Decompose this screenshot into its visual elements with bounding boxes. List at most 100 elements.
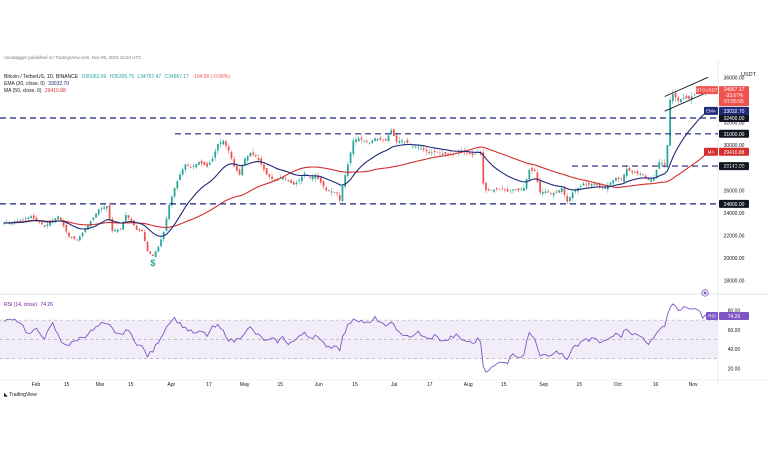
candle-body (569, 197, 571, 202)
candle (593, 182, 596, 187)
candle-body (41, 222, 43, 225)
candle-body (365, 140, 368, 142)
candle (328, 189, 330, 192)
candle-body (544, 191, 547, 194)
candle-body (171, 196, 173, 206)
candle (165, 216, 168, 232)
candle (141, 228, 143, 233)
candle-body (160, 239, 162, 247)
candle-body (690, 96, 693, 100)
candle-body (241, 166, 244, 176)
candle (124, 212, 127, 223)
level-badge: 28143.00 (719, 162, 749, 171)
alert-icon-dot (703, 291, 707, 295)
candle-body (417, 147, 420, 148)
candle (149, 251, 152, 254)
ma-badge-text: 29410.88 (724, 150, 745, 156)
candle (249, 152, 252, 157)
candle (227, 143, 230, 155)
candle (390, 127, 393, 136)
level-badge: 24800.00 (719, 199, 749, 208)
candle-body (336, 192, 338, 194)
candle-body (590, 184, 593, 186)
candle-body (252, 152, 254, 155)
candle-body (582, 183, 585, 186)
candle (103, 204, 106, 210)
tradingview-logo[interactable]: ◣ TradingView (4, 392, 37, 398)
candle-body (73, 236, 76, 239)
candle (252, 148, 254, 158)
candle (295, 180, 298, 187)
candle (114, 227, 116, 232)
candle-body (176, 181, 179, 189)
candle-body (284, 178, 287, 180)
candle-body (130, 218, 133, 221)
candle-body (173, 188, 176, 197)
candle-body (680, 99, 682, 103)
candle (238, 167, 241, 176)
currency-label[interactable]: USDT (741, 72, 756, 78)
candle (525, 178, 528, 191)
candle (558, 189, 560, 194)
candle (509, 189, 512, 194)
candle-body (593, 183, 596, 185)
rsi-legend[interactable]: RSI (14, close) 74.26 (4, 302, 55, 308)
candle-body (84, 229, 87, 233)
candle (531, 165, 533, 174)
level-badge-label: 31000.00 (724, 132, 745, 138)
candle-body (512, 189, 514, 191)
candle-body (106, 206, 108, 209)
candle (636, 169, 639, 176)
candle (639, 171, 642, 176)
candle (393, 127, 395, 137)
candle-body (295, 182, 298, 185)
candle (693, 94, 696, 97)
candle-body (506, 189, 509, 192)
ma-legend[interactable]: MA (50, close, 0) 29410.88 (4, 88, 68, 94)
candle-body (57, 216, 60, 220)
candle (444, 151, 447, 158)
candle-body (384, 139, 387, 141)
candle (157, 245, 160, 253)
candle-body (395, 135, 398, 142)
candle-body (647, 177, 650, 181)
candle (677, 96, 680, 104)
symbol-name[interactable]: Bitcoin / TetherUS, 1D, BINANCE (4, 74, 79, 80)
candle-body (525, 179, 528, 189)
candle (631, 170, 634, 176)
candle-body (322, 181, 325, 187)
ma-badge-tag (704, 147, 718, 156)
candle-body (682, 97, 685, 99)
candle-body (650, 179, 653, 182)
candle-body (217, 143, 219, 151)
candle (184, 163, 187, 173)
candle-body (398, 141, 401, 143)
candle (685, 94, 688, 100)
rsi-badge-bg (719, 312, 749, 321)
price-badge-text: 34867.17 (724, 87, 745, 93)
candle (395, 133, 398, 146)
candle-body (620, 179, 623, 181)
price-badge-text: -33.67% (725, 93, 744, 99)
candle (552, 191, 555, 199)
ema-legend[interactable]: EMA (20, close, 0) 33032.70 (4, 81, 71, 87)
candle (690, 92, 693, 104)
candle (95, 213, 97, 218)
candle (336, 191, 338, 197)
candle (173, 187, 176, 199)
time-tick-label: Sep (539, 382, 548, 388)
candle-body (257, 157, 260, 161)
candle-body (555, 191, 558, 193)
candle-body (414, 146, 417, 148)
candle-body (298, 180, 301, 182)
candle-body (671, 94, 674, 102)
candle-body (87, 225, 89, 230)
time-tick-label: Apr (167, 382, 175, 388)
candle-body (168, 204, 171, 220)
candle (382, 139, 384, 143)
candle (271, 173, 273, 182)
candle (642, 173, 644, 176)
candle (257, 154, 260, 162)
ema-badge-tag-text: EMA (706, 108, 716, 113)
candle-body (206, 163, 208, 167)
